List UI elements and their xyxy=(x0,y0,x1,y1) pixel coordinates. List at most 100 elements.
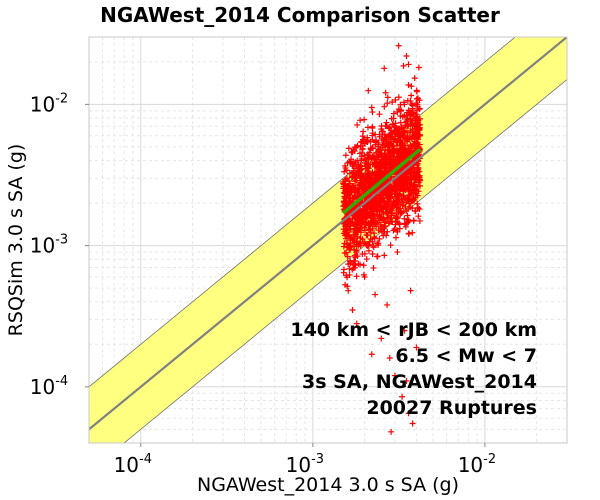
annotation-line: 6.5 < Mw < 7 xyxy=(395,345,537,367)
scatter-point xyxy=(402,194,409,201)
scatter-point xyxy=(375,154,382,161)
scatter-point xyxy=(353,170,360,177)
scatter-point xyxy=(385,214,392,221)
scatter-point xyxy=(351,184,358,191)
scatter-point xyxy=(348,156,355,163)
scatter-point xyxy=(352,254,359,261)
scatter-point xyxy=(397,205,404,212)
scatter-point xyxy=(356,150,363,157)
scatter-point xyxy=(412,115,419,122)
scatter-point xyxy=(409,197,416,204)
scatter-point xyxy=(415,165,422,172)
scatter-point xyxy=(399,113,406,120)
scatter-point xyxy=(387,134,394,141)
scatter-point xyxy=(386,354,393,361)
scatter-point xyxy=(380,161,387,168)
scatter-point xyxy=(380,142,387,149)
scatter-point xyxy=(409,184,416,191)
scatter-point xyxy=(391,123,398,130)
scatter-point xyxy=(416,217,423,224)
scatter-point xyxy=(378,228,385,235)
scatter-point xyxy=(405,61,412,68)
scatter-point xyxy=(376,131,383,138)
scatter-point xyxy=(353,273,360,280)
scatter-point xyxy=(393,194,400,201)
scatter-point xyxy=(369,251,376,258)
scatter-point xyxy=(369,109,376,116)
scatter-point xyxy=(375,171,382,178)
scatter-point xyxy=(391,372,398,379)
scatter-point xyxy=(365,87,372,94)
scatter-point xyxy=(416,105,423,112)
scatter-point xyxy=(396,133,403,140)
scatter-point xyxy=(413,134,420,141)
scatter-point xyxy=(408,92,415,99)
scatter-point xyxy=(392,96,399,103)
scatter-point xyxy=(345,287,352,294)
scatter-point xyxy=(392,120,399,127)
scatter-point xyxy=(372,159,379,166)
scatter-point xyxy=(400,125,407,132)
scatter-point xyxy=(381,203,388,210)
scatter-point xyxy=(400,62,407,69)
scatter-point xyxy=(379,128,386,135)
scatter-point xyxy=(351,163,358,170)
scatter-point xyxy=(389,129,396,136)
scatter-point xyxy=(341,168,348,175)
scatter-point xyxy=(404,136,411,143)
scatter-point xyxy=(363,256,370,263)
scatter-point xyxy=(363,204,370,211)
scatter-point xyxy=(346,265,353,272)
scatter-point xyxy=(351,173,358,180)
scatter-point xyxy=(361,175,368,182)
scatter-point xyxy=(365,184,372,191)
scatter-point xyxy=(382,146,389,153)
scatter-point xyxy=(394,249,401,256)
scatter-point xyxy=(407,170,414,177)
annotation-line: 140 km < rJB < 200 km xyxy=(290,319,537,341)
scatter-point xyxy=(349,306,356,313)
scatter-point xyxy=(383,187,390,194)
scatter-point xyxy=(369,123,376,130)
scatter-point xyxy=(405,410,412,417)
scatter-point xyxy=(354,189,361,196)
scatter-point xyxy=(407,287,414,294)
scatter-point xyxy=(362,174,369,181)
scatter-point xyxy=(404,117,411,124)
scatter-point xyxy=(378,191,385,198)
scatter-point xyxy=(401,215,408,222)
scatter-point xyxy=(384,159,391,166)
scatter-point xyxy=(384,123,391,130)
scatter-point xyxy=(383,194,390,201)
scatter-point xyxy=(376,174,383,181)
scatter-point xyxy=(353,249,360,256)
scatter-point xyxy=(393,180,400,187)
scatter-point xyxy=(412,189,419,196)
scatter-point xyxy=(397,101,404,108)
scatter-point xyxy=(388,428,395,435)
scatter-point xyxy=(343,167,350,174)
scatter-point xyxy=(404,129,411,136)
scatter-point xyxy=(347,260,354,267)
scatter-point xyxy=(343,235,350,242)
scatter-point xyxy=(367,177,374,184)
scatter-point xyxy=(357,183,364,190)
scatter-point xyxy=(395,94,402,101)
scatter-point xyxy=(349,215,356,222)
scatter-point xyxy=(353,229,360,236)
scatter-point xyxy=(415,174,422,181)
scatter-point xyxy=(374,208,381,215)
scatter-point xyxy=(377,206,384,213)
scatter-point xyxy=(381,219,388,226)
scatter-point xyxy=(362,221,369,228)
scatter-point xyxy=(407,111,414,118)
scatter-point xyxy=(405,175,412,182)
scatter-point xyxy=(345,178,352,185)
scatter-point xyxy=(415,64,422,71)
scatter-point xyxy=(408,83,415,90)
one-to-one-line xyxy=(89,37,567,431)
scatter-point xyxy=(413,88,420,95)
scatter-point xyxy=(407,97,414,104)
plot-border xyxy=(88,36,568,444)
scatter-point xyxy=(394,139,401,146)
